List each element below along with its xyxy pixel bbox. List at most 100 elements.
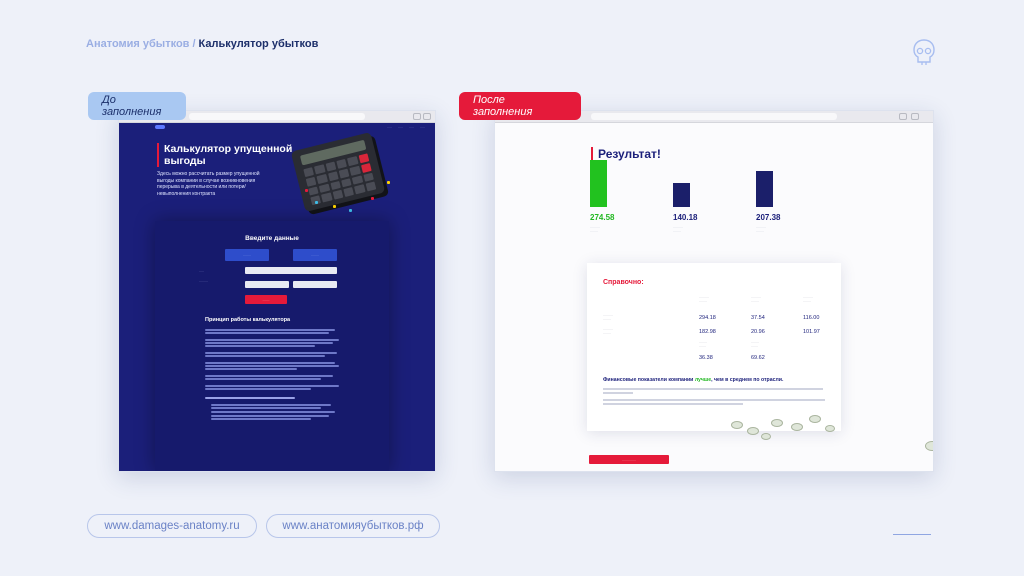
table-value: 20.96 (751, 329, 765, 335)
result-value-2: 140.18 (673, 213, 698, 222)
summary-suffix: , чем в среднем по отрасли. (711, 377, 784, 383)
coin (791, 423, 803, 431)
browser-toolbar (119, 111, 435, 123)
mode-button[interactable]: ········ (225, 249, 269, 261)
text-line (603, 403, 743, 405)
text-line (205, 385, 339, 387)
breadcrumb-current: Калькулятор убытков (198, 38, 319, 50)
tag-after: После заполнения (459, 92, 581, 120)
back-to-calculator-button[interactable]: ·············· (589, 455, 669, 464)
tag-before: До заполнения (88, 92, 186, 120)
site-logo[interactable] (155, 125, 165, 129)
input-form-panel: Введите данные ········ ········ ····· ·… (155, 221, 389, 471)
summary-prefix: Финансовые показатели компании (603, 377, 694, 383)
summary-text: Финансовые показатели компании лучше, че… (603, 377, 783, 383)
skull-icon (913, 39, 935, 65)
text-line (205, 375, 333, 377)
text-line (603, 392, 633, 394)
column-header: ·········· ········ (699, 295, 709, 303)
text-line (205, 332, 329, 334)
result-description-3: ·········· ········ (756, 225, 766, 233)
result-page: Результат! 274.58 140.18 207.38 ········… (495, 123, 933, 471)
text-line (211, 418, 311, 420)
table-value: 182.98 (699, 329, 716, 335)
website-link-2[interactable]: www.анатомияубытков.рф (266, 514, 440, 538)
breadcrumb: Анатомия убытков / Калькулятор убытков (86, 38, 318, 50)
share-icon[interactable] (413, 113, 421, 120)
cell-label: ········ ······· (751, 340, 759, 348)
section-title: Принцип работы калькулятора (205, 317, 291, 323)
text-line (603, 388, 823, 390)
browser-toolbar (495, 111, 933, 123)
column-header: ·········· ········ (751, 295, 761, 303)
result-bar-1 (590, 160, 607, 207)
nav-item[interactable]: ····· (398, 125, 403, 129)
result-bar-2 (673, 183, 690, 207)
text-line (205, 355, 325, 357)
text-line (205, 329, 335, 331)
text-line (205, 368, 297, 370)
column-header: ·········· ········ (803, 295, 813, 303)
hero-title: Калькулятор упущенной выгоды (157, 143, 297, 167)
text-line (205, 342, 333, 344)
share-icon[interactable] (899, 113, 907, 120)
form-input[interactable] (245, 267, 337, 274)
reference-card: Справочно: ·········· ········ ··········… (587, 263, 841, 431)
website-link-1[interactable]: www.damages-anatomy.ru (87, 514, 257, 538)
text-line (211, 415, 329, 417)
text-line (211, 411, 335, 413)
confetti (305, 189, 308, 192)
coin (771, 419, 783, 427)
coin (747, 427, 759, 435)
text-line (205, 378, 321, 380)
tabs-icon[interactable] (911, 113, 919, 120)
text-line (205, 365, 339, 367)
table-value: 69.62 (751, 355, 765, 361)
field-label: ····· (199, 269, 204, 273)
table-value: 116.00 (803, 315, 820, 321)
confetti (387, 181, 390, 184)
row-label: ·········· ········ (603, 313, 613, 321)
confetti (333, 205, 336, 208)
table-value: 36.38 (699, 355, 713, 361)
calculate-button[interactable]: ······· (245, 295, 287, 304)
result-description-2: ·········· ········ (673, 225, 683, 233)
result-bar-3 (756, 171, 773, 207)
screenshot-after: Результат! 274.58 140.18 207.38 ········… (494, 110, 934, 472)
text-line (205, 339, 339, 341)
site-nav: ····· ····· ····· ····· (119, 123, 435, 131)
tabs-icon[interactable] (423, 113, 431, 120)
form-input[interactable] (245, 281, 289, 288)
calculator-page: ····· ····· ····· ····· Калькулятор упущ… (119, 123, 435, 471)
table-value: 294.18 (699, 315, 716, 321)
text-line (205, 362, 335, 364)
result-value-1: 274.58 (590, 213, 615, 222)
text-line (603, 399, 825, 401)
result-title: Результат! (591, 147, 661, 161)
url-bar[interactable] (188, 113, 366, 120)
summary-good: лучше (694, 377, 712, 383)
text-line (205, 352, 337, 354)
nav-item[interactable]: ····· (409, 125, 414, 129)
text-line (205, 345, 315, 347)
hero-subtitle: Здесь можно рассчитать размер упущенной … (157, 171, 260, 197)
text-line (211, 407, 321, 409)
confetti (349, 209, 352, 212)
mode-button[interactable]: ········ (293, 249, 337, 261)
result-value-3: 207.38 (756, 213, 781, 222)
breadcrumb-separator: / (192, 38, 196, 50)
nav-item[interactable]: ····· (420, 125, 425, 129)
form-title: Введите данные (245, 235, 299, 242)
coin (761, 433, 771, 440)
form-input[interactable] (293, 281, 337, 288)
field-label: ········· (199, 279, 208, 283)
text-line (211, 404, 331, 406)
nav-item[interactable]: ····· (387, 125, 392, 129)
table-value: 37.54 (751, 315, 765, 321)
coin (825, 425, 835, 432)
reference-title: Справочно: (603, 279, 644, 286)
text-line (205, 397, 295, 399)
text-line (205, 388, 311, 390)
url-bar[interactable] (591, 113, 837, 120)
breadcrumb-parent[interactable]: Анатомия убытков (86, 38, 190, 50)
